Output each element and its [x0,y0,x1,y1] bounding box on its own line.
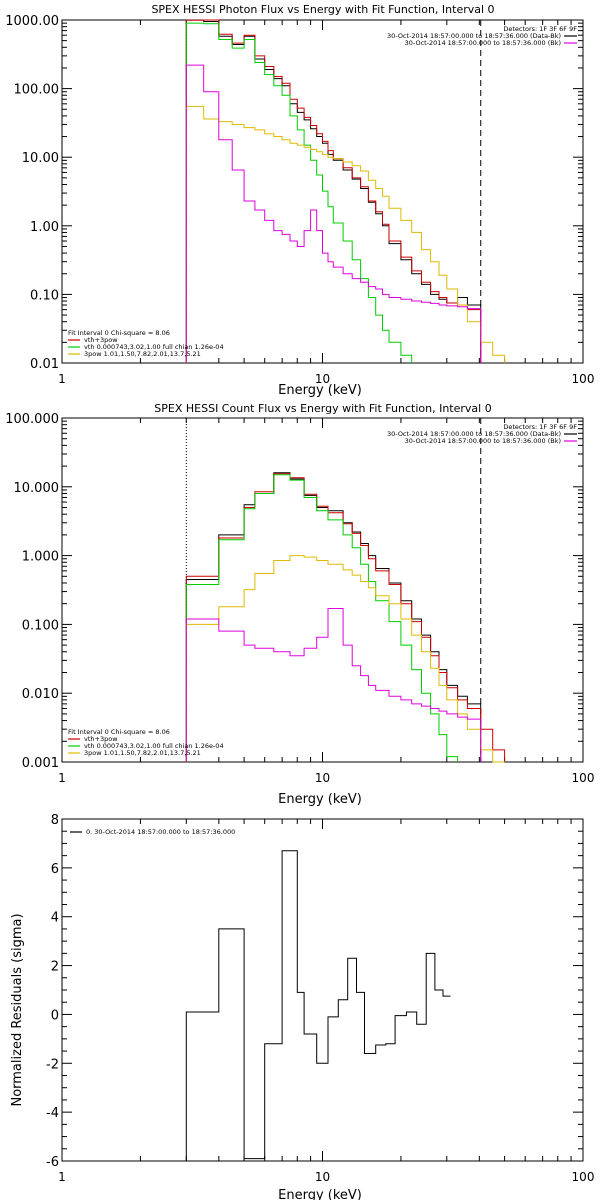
legend-entry: 30-Oct-2014 18:57:00.000 to 18:57:36.000… [405,437,561,445]
fit-summary-label: Fit Interval 0 Chi-square = 8.06 [68,728,170,736]
y-tick-label: 6 [51,862,59,877]
residuals-axes: 1 10 100 8 6 4 2 0 -2 -4 -6 [46,813,594,1184]
y-tick-label: 0.010 [22,687,59,702]
count-flux-series [185,418,506,763]
series-bk-line [185,64,482,363]
count-flux-xlabel: Energy (keV) [278,792,362,807]
legend-entry: 30-Oct-2014 18:57:00.000 to 18:57:36.000… [387,32,561,40]
y-tick-label: 0.100 [22,618,59,633]
residuals-series [185,850,451,1161]
fit-summary-label: Fit Interval 0 Chi-square = 8.06 [68,329,170,337]
y-tick-label: 10.00 [22,151,59,166]
x-tick-label: 1 [58,372,66,386]
fit-legend-entry: vth 0.000743,3.02,1.00 full chian 1.26e-… [84,742,224,750]
photon-flux-panel: SPEX HESSI Photon Flux vs Energy with Fi… [5,3,594,398]
y-tick-label: 10.000 [14,481,60,496]
residuals-legend: 0. 30-Oct-2014 18:57:00.000 to 18:57:36.… [70,828,235,836]
y-tick-label: 1000.00 [5,14,59,29]
y-tick-label: 0.001 [22,756,59,771]
series-vth-line [185,474,459,762]
y-tick-label: 4 [51,911,59,926]
fit-legend-entry: vth+3pow [84,735,118,743]
detectors-label: Detectors: 1F 3F 6F 9F [503,25,577,33]
y-tick-label: -6 [46,1155,59,1170]
x-tick-label: 10 [315,1170,330,1184]
count-flux-axes: 1 10 100 100.000 10.000 1.000 0.100 0.010 0.001 [5,412,594,785]
x-tick-label: 100 [572,372,595,386]
x-tick-label: 1 [58,1170,66,1184]
legend-entry: 30-Oct-2014 18:57:00.000 to 18:57:36.000… [405,39,561,47]
x-tick-label: 10 [315,372,330,386]
photon-flux-axes: 1 10 100 1000.00 100.00 10.00 1.00 0.10 0.01 [5,14,594,386]
count-flux-panel: SPEX HESSI Count Flux vs Energy with Fit… [5,402,594,807]
series-3pow-line [185,105,506,363]
series-3pow-line [185,555,505,763]
y-tick-label: 8 [51,813,59,828]
photon-flux-series [185,19,506,363]
y-tick-label: -4 [46,1106,59,1121]
legend-entry: 0. 30-Oct-2014 18:57:00.000 to 18:57:36.… [86,828,235,836]
fit-legend-entry: vth 0.000743,3.02,1.00 full chian 1.26e-… [84,343,224,351]
fit-legend-entry: vth+3pow [84,336,118,344]
series-vth-line [185,22,413,363]
y-tick-label: 0 [51,1008,59,1023]
y-tick-label: -2 [46,1057,59,1072]
y-tick-label: 0.01 [30,357,59,372]
y-tick-label: 2 [51,960,59,975]
x-tick-label: 10 [315,771,330,785]
y-tick-label: 0.10 [30,288,59,303]
y-tick-label: 100.000 [5,412,59,427]
series-residual-line [185,850,451,1161]
x-tick-label: 100 [572,771,595,785]
photon-flux-title: SPEX HESSI Photon Flux vs Energy with Fi… [151,3,494,16]
residuals-panel: Energy (keV) Normalized Residuals (sigma… [10,813,594,1200]
fit-legend-entry: 3pow 1.01,1.50,7.82,2.01,13.7,5.21 [84,749,201,757]
count-flux-title: SPEX HESSI Count Flux vs Energy with Fit… [154,402,491,415]
y-tick-label: 1.000 [22,550,59,565]
photon-flux-xlabel: Energy (keV) [278,383,362,398]
x-tick-label: 100 [572,1170,595,1184]
series-bk-line [185,608,482,762]
x-tick-label: 1 [58,771,66,785]
residuals-ylabel: Normalized Residuals (sigma) [10,913,25,1106]
legend-entry: 30-Oct-2014 18:57:00.000 to 18:57:36.000… [387,430,561,438]
residuals-xlabel: Energy (keV) [278,1188,362,1200]
y-tick-label: 1.00 [30,220,59,235]
detectors-label: Detectors: 1F 3F 6F 9F [503,423,577,431]
fit-legend-entry: 3pow 1.01,1.50,7.82,2.01,13.7,5.21 [84,350,201,358]
y-tick-label: 100.00 [14,83,60,98]
